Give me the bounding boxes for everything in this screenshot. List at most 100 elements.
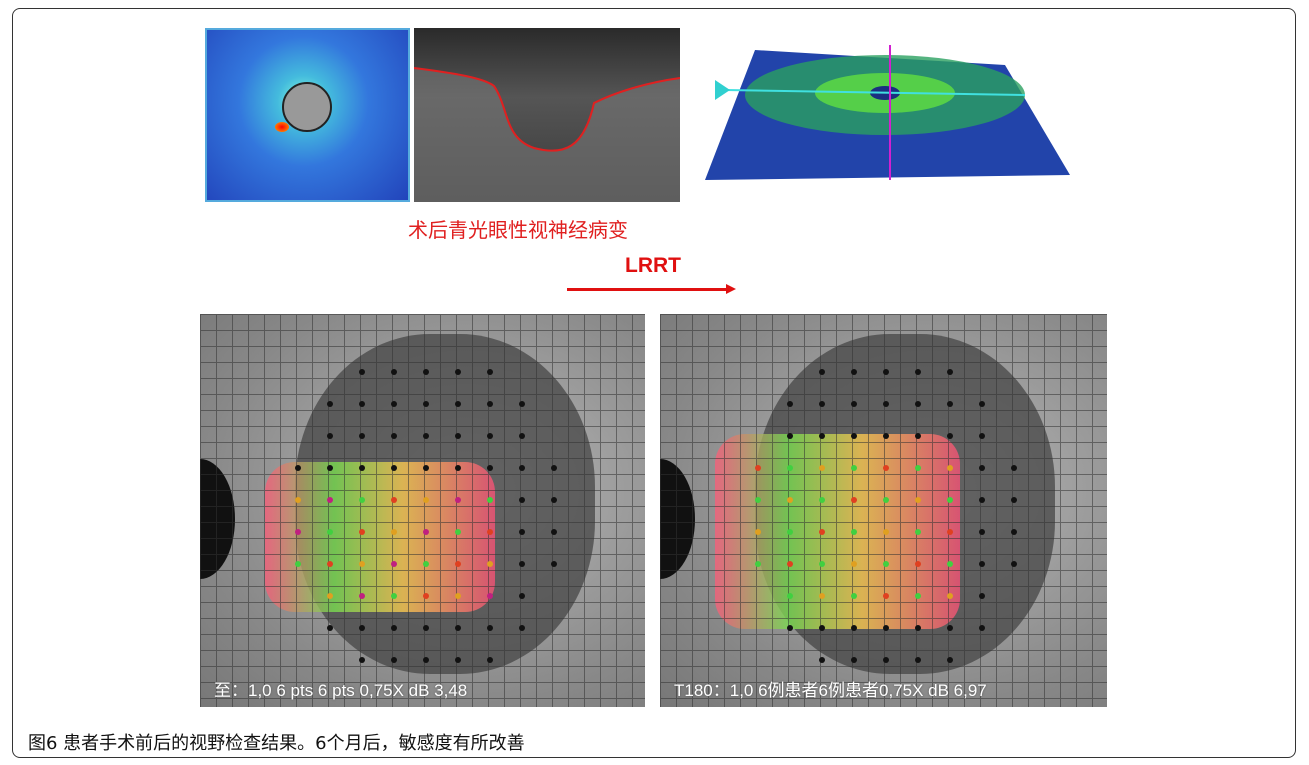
- test-point: [915, 497, 921, 503]
- test-point: [359, 625, 365, 631]
- test-point: [947, 497, 953, 503]
- test-point: [947, 433, 953, 439]
- optic-disc: [282, 82, 332, 132]
- test-point: [295, 561, 301, 567]
- test-point: [851, 465, 857, 471]
- test-point: [883, 433, 889, 439]
- test-point: [1011, 561, 1017, 567]
- test-point: [359, 529, 365, 535]
- test-point: [423, 593, 429, 599]
- test-point: [851, 625, 857, 631]
- test-point: [327, 593, 333, 599]
- test-point: [787, 561, 793, 567]
- test-point: [755, 529, 761, 535]
- test-point: [947, 561, 953, 567]
- test-point: [359, 369, 365, 375]
- test-point: [819, 593, 825, 599]
- test-point: [883, 497, 889, 503]
- test-point: [979, 529, 985, 535]
- 3d-surface-plot: [705, 45, 1070, 180]
- test-point: [519, 433, 525, 439]
- hotspot: [275, 122, 289, 132]
- test-point: [519, 561, 525, 567]
- grid-overlay: [200, 314, 645, 707]
- test-point: [819, 561, 825, 567]
- test-point: [455, 561, 461, 567]
- test-point: [979, 561, 985, 567]
- test-point: [455, 369, 461, 375]
- test-point: [487, 625, 493, 631]
- test-point: [519, 465, 525, 471]
- visual-field-after: T180：1,0 6例患者6例患者0,75X dB 6,97: [660, 314, 1107, 707]
- test-point: [551, 529, 557, 535]
- test-point: [915, 433, 921, 439]
- test-point: [391, 657, 397, 663]
- test-point: [519, 497, 525, 503]
- test-point: [423, 401, 429, 407]
- panel-label: T180：1,0 6例患者6例患者0,75X dB 6,97: [674, 681, 987, 700]
- test-point: [487, 529, 493, 535]
- test-point: [883, 625, 889, 631]
- test-point: [455, 625, 461, 631]
- test-point: [883, 401, 889, 407]
- test-point: [487, 657, 493, 663]
- test-point: [979, 401, 985, 407]
- test-point: [947, 625, 953, 631]
- test-point: [819, 625, 825, 631]
- test-point: [947, 593, 953, 599]
- test-point: [947, 529, 953, 535]
- figure-caption: 图6 患者手术前后的视野检查结果。6个月后，敏感度有所改善: [28, 733, 525, 754]
- test-point: [487, 593, 493, 599]
- test-point: [327, 561, 333, 567]
- test-point: [391, 497, 397, 503]
- figure-frame: [12, 8, 1296, 758]
- test-point: [551, 561, 557, 567]
- test-point: [787, 625, 793, 631]
- test-point: [883, 657, 889, 663]
- test-point: [819, 497, 825, 503]
- test-point: [487, 465, 493, 471]
- test-point: [391, 561, 397, 567]
- test-point: [455, 465, 461, 471]
- test-point: [979, 625, 985, 631]
- test-point: [327, 401, 333, 407]
- test-point: [423, 561, 429, 567]
- test-point: [487, 433, 493, 439]
- test-point: [327, 625, 333, 631]
- test-point: [915, 465, 921, 471]
- test-point: [359, 657, 365, 663]
- test-point: [915, 593, 921, 599]
- test-point: [819, 465, 825, 471]
- test-point: [851, 657, 857, 663]
- test-point: [819, 529, 825, 535]
- test-point: [883, 529, 889, 535]
- test-point: [391, 465, 397, 471]
- test-point: [487, 401, 493, 407]
- test-point: [915, 369, 921, 375]
- grid-overlay: [660, 314, 1107, 707]
- test-point: [423, 433, 429, 439]
- test-point: [551, 497, 557, 503]
- figure-top-title: 术后青光眼性视神经病变: [408, 218, 628, 242]
- test-point: [487, 497, 493, 503]
- test-point: [391, 625, 397, 631]
- test-point: [851, 433, 857, 439]
- test-point: [455, 657, 461, 663]
- test-point: [979, 497, 985, 503]
- test-point: [359, 497, 365, 503]
- test-point: [915, 529, 921, 535]
- test-point: [423, 529, 429, 535]
- arrow-label: LRRT: [625, 254, 681, 277]
- test-point: [519, 529, 525, 535]
- test-point: [787, 593, 793, 599]
- oct-bscan-image: [414, 28, 680, 202]
- test-point: [883, 593, 889, 599]
- test-point: [915, 657, 921, 663]
- test-point: [455, 401, 461, 407]
- test-point: [391, 401, 397, 407]
- test-point: [947, 369, 953, 375]
- test-point: [787, 401, 793, 407]
- test-point: [327, 433, 333, 439]
- test-point: [359, 561, 365, 567]
- test-point: [883, 561, 889, 567]
